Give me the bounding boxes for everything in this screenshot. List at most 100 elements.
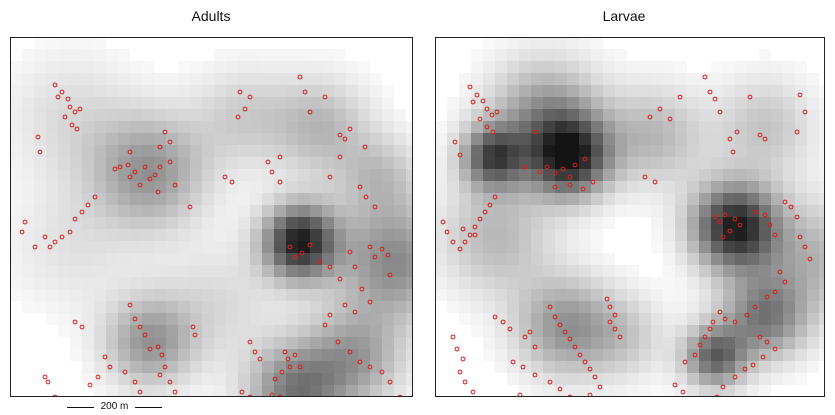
density-cell xyxy=(519,157,531,169)
sample-point xyxy=(157,164,163,170)
density-cell xyxy=(531,169,543,181)
density-cell xyxy=(166,217,178,229)
density-cell xyxy=(675,145,687,157)
density-cell xyxy=(262,337,274,349)
density-cell xyxy=(507,181,519,193)
density-cell xyxy=(250,265,262,277)
density-cell xyxy=(106,73,118,85)
density-cell xyxy=(10,61,22,73)
density-cell xyxy=(783,337,795,349)
density-cell xyxy=(130,193,142,205)
density-cell xyxy=(759,109,771,121)
sample-point xyxy=(132,169,138,175)
density-cell xyxy=(675,241,687,253)
density-cell xyxy=(94,277,106,289)
sample-point xyxy=(647,114,653,120)
density-cell xyxy=(627,385,639,397)
density-cell xyxy=(591,325,603,337)
density-cell xyxy=(615,73,627,85)
density-cell xyxy=(495,301,507,313)
density-cell xyxy=(663,73,675,85)
density-cell xyxy=(723,121,735,133)
density-cell xyxy=(495,337,507,349)
density-cell xyxy=(735,61,747,73)
density-cell xyxy=(310,193,322,205)
sample-point xyxy=(440,219,446,225)
density-cell xyxy=(106,349,118,361)
density-cell xyxy=(639,145,651,157)
density-cell xyxy=(322,97,334,109)
density-cell xyxy=(747,349,759,361)
density-cell xyxy=(46,73,58,85)
density-cell xyxy=(555,253,567,265)
density-cell xyxy=(747,181,759,193)
density-cell xyxy=(591,349,603,361)
density-cell xyxy=(358,253,370,265)
sample-point xyxy=(642,174,648,180)
density-cell xyxy=(298,121,310,133)
density-cell xyxy=(495,169,507,181)
density-cell xyxy=(310,109,322,121)
density-cell xyxy=(543,121,555,133)
density-cell xyxy=(555,289,567,301)
density-cell xyxy=(675,301,687,313)
sample-point xyxy=(567,394,573,397)
sample-point xyxy=(580,186,586,192)
density-cell xyxy=(202,361,214,373)
density-cell xyxy=(298,361,310,373)
density-cell xyxy=(190,181,202,193)
density-cell xyxy=(663,253,675,265)
density-cell xyxy=(142,229,154,241)
density-cell xyxy=(495,277,507,289)
density-cell xyxy=(519,121,531,133)
density-cell xyxy=(603,253,615,265)
density-cell xyxy=(94,217,106,229)
density-cell xyxy=(58,61,70,73)
density-cell xyxy=(543,349,555,361)
density-cell xyxy=(262,361,274,373)
density-cell xyxy=(675,97,687,109)
density-cell xyxy=(627,109,639,121)
density-cell xyxy=(759,145,771,157)
density-cell xyxy=(10,253,22,265)
density-cell xyxy=(358,217,370,229)
density-cell xyxy=(94,313,106,325)
density-cell xyxy=(130,217,142,229)
density-cell xyxy=(639,181,651,193)
sample-point xyxy=(282,349,288,355)
density-cell xyxy=(495,361,507,373)
density-cell xyxy=(130,121,142,133)
density-cell xyxy=(214,157,226,169)
density-cell xyxy=(687,241,699,253)
density-cell xyxy=(735,241,747,253)
density-cell xyxy=(807,145,819,157)
density-cell xyxy=(663,265,675,277)
sample-point xyxy=(285,356,291,362)
density-cell xyxy=(70,289,82,301)
density-cell xyxy=(142,325,154,337)
density-cell xyxy=(651,217,663,229)
density-cell xyxy=(783,277,795,289)
density-cell xyxy=(310,61,322,73)
density-cell xyxy=(639,373,651,385)
density-cell xyxy=(250,217,262,229)
density-cell xyxy=(370,73,382,85)
sample-point xyxy=(265,159,271,165)
sample-point xyxy=(450,239,456,245)
density-cell xyxy=(735,109,747,121)
sample-point xyxy=(127,302,133,308)
density-cell xyxy=(603,181,615,193)
density-cell xyxy=(274,313,286,325)
density-cell xyxy=(94,289,106,301)
density-cell xyxy=(106,97,118,109)
density-cell xyxy=(603,277,615,289)
density-cell xyxy=(747,73,759,85)
density-cell xyxy=(651,157,663,169)
density-cell xyxy=(483,37,495,49)
density-cell xyxy=(459,301,471,313)
density-cell xyxy=(70,205,82,217)
density-cell xyxy=(310,253,322,265)
sample-point xyxy=(489,112,495,118)
density-cell xyxy=(543,169,555,181)
scale-bar-label: 200 m xyxy=(100,401,129,412)
